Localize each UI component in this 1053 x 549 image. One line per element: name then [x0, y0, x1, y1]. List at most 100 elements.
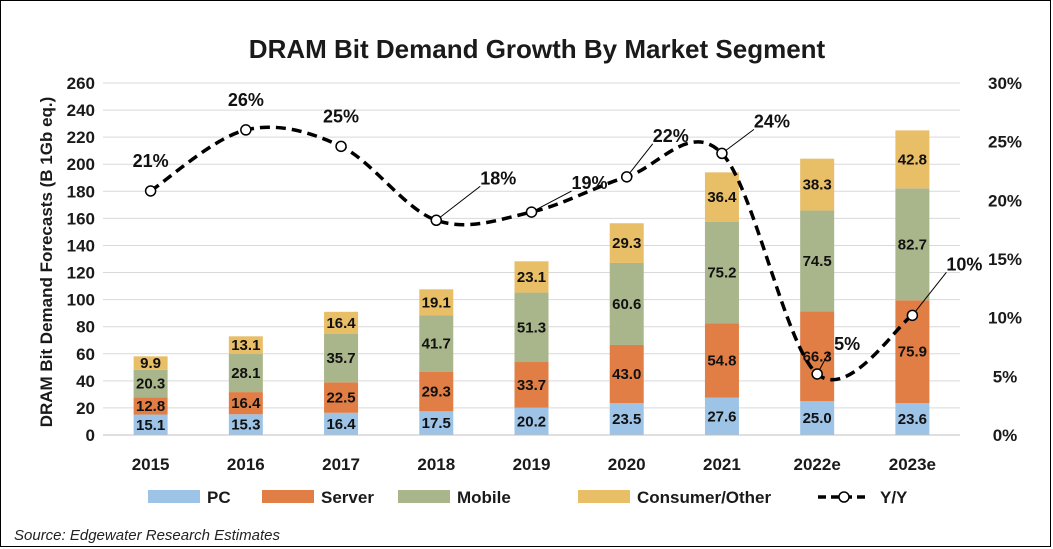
yoy-value-label: 21% — [133, 151, 169, 171]
legend-label: Consumer/Other — [637, 488, 772, 507]
x-tick-label: 2021 — [703, 455, 741, 474]
bar-segment — [324, 382, 359, 413]
yoy-marker — [240, 124, 252, 136]
y-tick-label: 180 — [67, 182, 95, 201]
yoy-value-label: 22% — [653, 126, 689, 146]
bar-segment — [228, 414, 263, 435]
legend-label: PC — [207, 488, 231, 507]
x-tick-label: 2020 — [608, 455, 646, 474]
bar-segment — [324, 311, 359, 335]
y-tick-label: 140 — [67, 236, 95, 255]
legend-label: Y/Y — [880, 488, 908, 507]
bar-value-label: 12.8 — [136, 398, 165, 415]
bar-value-label: 28.1 — [231, 365, 260, 382]
bar-segment — [324, 334, 359, 383]
y-tick-label: 200 — [67, 155, 95, 174]
y2-tick-label: 10% — [988, 309, 1022, 328]
bar-value-label: 17.5 — [422, 415, 451, 432]
bar-value-label: 15.3 — [231, 417, 260, 434]
x-tick-label: 2023e — [889, 455, 936, 474]
y2-tick-label: 25% — [988, 133, 1022, 152]
x-tick-label: 2022e — [794, 455, 841, 474]
bar-value-label: 20.2 — [517, 413, 546, 430]
bar-value-label: 38.3 — [803, 177, 832, 194]
y-tick-label: 160 — [67, 209, 95, 228]
y-tick-label: 240 — [67, 101, 95, 120]
y-tick-label: 40 — [76, 372, 95, 391]
yoy-value-label: 10% — [946, 254, 982, 274]
y-axis-label: DRAM Bit Demand Forecasts (B 1Gb eq.) — [37, 97, 56, 428]
bar-segment — [609, 223, 644, 263]
yoy-leader-line — [531, 190, 572, 213]
bar-value-label: 60.6 — [612, 296, 641, 313]
bar-segment — [704, 172, 739, 222]
bar-value-label: 23.6 — [898, 411, 927, 428]
yoy-leader-line — [626, 143, 654, 178]
chart-title: DRAM Bit Demand Growth By Market Segment — [249, 34, 826, 64]
bar-segment — [609, 344, 644, 404]
y-tick-label: 60 — [76, 345, 95, 364]
x-tick-label: 2019 — [513, 455, 551, 474]
yoy-marker — [620, 171, 633, 183]
bar-value-label: 75.2 — [707, 265, 736, 282]
bar-value-label: 36.4 — [707, 189, 737, 206]
bar-value-label: 25.0 — [803, 410, 832, 427]
yoy-leader-line — [721, 128, 755, 154]
bar-segment — [895, 188, 930, 301]
bar-value-label: 15.1 — [136, 417, 165, 434]
bar-value-label: 51.3 — [517, 319, 546, 336]
bar-segment — [133, 414, 168, 435]
legend-label: Server — [321, 488, 374, 507]
bar-segment — [704, 397, 739, 435]
yoy-leader-line — [911, 272, 947, 316]
x-tick-label: 2018 — [417, 455, 455, 474]
bar-value-label: 9.9 — [140, 355, 161, 372]
bar-segment — [228, 336, 263, 355]
yoy-marker — [430, 214, 443, 227]
yoy-value-label: 5% — [834, 334, 860, 354]
y-tick-label: 100 — [67, 291, 95, 310]
bar-value-label: 75.9 — [898, 344, 927, 361]
bar-segment — [895, 403, 930, 435]
y2-tick-label: 5% — [993, 367, 1018, 386]
bar-value-label: 82.7 — [898, 236, 927, 253]
bar-value-label: 22.5 — [326, 390, 355, 407]
yoy-marker — [525, 206, 538, 218]
x-tick-label: 2015 — [132, 455, 170, 474]
y2-tick-label: 0% — [993, 426, 1018, 445]
bar-segment — [419, 315, 454, 372]
bar-value-label: 29.3 — [612, 235, 641, 252]
legend-swatch — [578, 490, 630, 503]
yoy-value-label: 25% — [323, 106, 359, 126]
bar-value-label: 33.7 — [517, 377, 546, 394]
bar-segment — [800, 210, 835, 312]
bars: 15.1 12.8 20.3 9.9 15.3 16.4 28.1 13.1 16.4 22.5 3… — [133, 130, 930, 435]
bar-segment — [133, 356, 168, 370]
bar-segment — [133, 397, 168, 415]
bar-segment — [704, 323, 739, 398]
y2-tick-label: 20% — [988, 191, 1022, 210]
y-tick-label: 220 — [67, 128, 95, 147]
yoy-marker — [716, 147, 728, 160]
yoy-line-path — [149, 125, 914, 382]
bar-segment — [704, 221, 739, 324]
bar-value-label: 20.3 — [136, 375, 165, 392]
bar-value-label: 29.3 — [422, 383, 451, 400]
bar-segment — [609, 262, 644, 345]
bar-segment — [419, 371, 454, 412]
yoy-line: 21% 26% 25% 18% 19% 22% 24% 5% 10% — [133, 90, 982, 382]
bar-value-label: 27.6 — [707, 408, 736, 425]
bar-segment — [800, 158, 835, 211]
legend-swatch — [148, 490, 200, 503]
legend-marker — [838, 491, 850, 503]
bar-segment — [419, 411, 454, 435]
bar-value-label: 74.5 — [803, 253, 832, 270]
bar-segment — [800, 401, 835, 435]
legend-swatch — [262, 490, 314, 503]
yoy-marker — [906, 309, 919, 322]
bar-value-label: 16.4 — [231, 395, 261, 412]
bar-value-label: 23.5 — [612, 411, 641, 428]
bar-value-label: 13.1 — [231, 337, 260, 354]
